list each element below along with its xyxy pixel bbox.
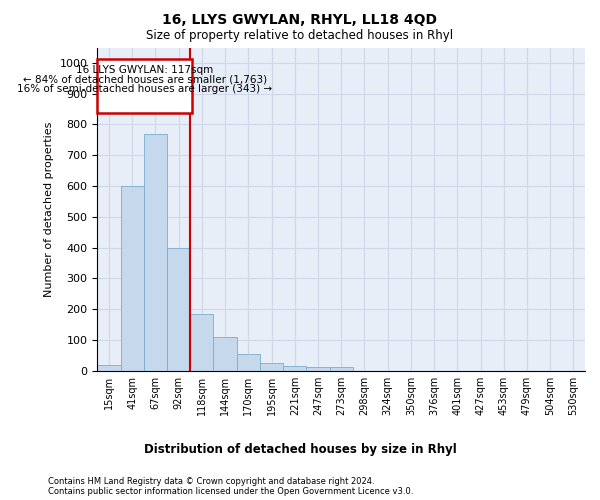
Bar (97, 59, 192, 113)
Bar (237, 354, 260, 371)
Y-axis label: Number of detached properties: Number of detached properties (44, 122, 54, 297)
Text: 16% of semi-detached houses are larger (343) →: 16% of semi-detached houses are larger (… (17, 84, 272, 94)
Text: 16 LLYS GWYLAN: 117sqm: 16 LLYS GWYLAN: 117sqm (76, 64, 214, 74)
Text: Distribution of detached houses by size in Rhyl: Distribution of detached houses by size … (143, 442, 457, 456)
Bar (97, 364, 121, 371)
Bar (329, 367, 353, 371)
Bar (260, 363, 283, 371)
Text: Contains HM Land Registry data © Crown copyright and database right 2024.: Contains HM Land Registry data © Crown c… (48, 478, 374, 486)
Bar (283, 366, 307, 371)
Bar (190, 314, 214, 371)
Text: 16, LLYS GWYLAN, RHYL, LL18 4QD: 16, LLYS GWYLAN, RHYL, LL18 4QD (163, 12, 437, 26)
Text: ← 84% of detached houses are smaller (1,763): ← 84% of detached houses are smaller (1,… (23, 74, 267, 85)
Bar (214, 337, 237, 371)
Bar (121, 186, 144, 371)
Text: Size of property relative to detached houses in Rhyl: Size of property relative to detached ho… (146, 29, 454, 42)
Bar (167, 248, 190, 371)
Bar (307, 367, 329, 371)
Bar (144, 134, 167, 371)
Text: Contains public sector information licensed under the Open Government Licence v3: Contains public sector information licen… (48, 488, 413, 496)
